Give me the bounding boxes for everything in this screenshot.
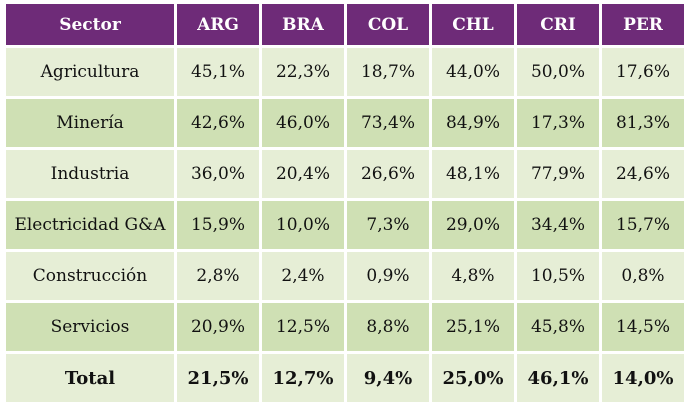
row-sector-label: Industria [6,150,174,198]
table-cell: 8,8% [347,303,429,351]
table-cell: 24,6% [602,150,684,198]
row-sector-label: Agricultura [6,48,174,96]
table-cell-total: 21,5% [177,354,259,402]
table-cell: 46,0% [262,99,344,147]
table-cell: 34,4% [517,201,599,249]
table-cell: 81,3% [602,99,684,147]
table-cell: 50,0% [517,48,599,96]
table-cell: 25,1% [432,303,514,351]
table-cell: 7,3% [347,201,429,249]
table-cell: 15,9% [177,201,259,249]
table-row-construccion: Construcción 2,8% 2,4% 0,9% 4,8% 10,5% 0… [6,252,684,300]
table-cell: 15,7% [602,201,684,249]
row-sector-label: Electricidad G&A [6,201,174,249]
table-cell-total: 9,4% [347,354,429,402]
header-arg: ARG [177,4,259,45]
table-cell: 10,0% [262,201,344,249]
table-cell-total: 14,0% [602,354,684,402]
table-cell: 4,8% [432,252,514,300]
table-row-electricidad: Electricidad G&A 15,9% 10,0% 7,3% 29,0% … [6,201,684,249]
header-sector: Sector [6,4,174,45]
table-cell: 20,4% [262,150,344,198]
row-sector-label: Construcción [6,252,174,300]
table-cell: 14,5% [602,303,684,351]
table-cell: 84,9% [432,99,514,147]
table-row-servicios: Servicios 20,9% 12,5% 8,8% 25,1% 45,8% 1… [6,303,684,351]
row-total-label: Total [6,354,174,402]
table-cell: 73,4% [347,99,429,147]
table-cell-total: 46,1% [517,354,599,402]
table-cell: 0,8% [602,252,684,300]
table-cell: 17,6% [602,48,684,96]
table-cell: 45,1% [177,48,259,96]
table-cell: 2,8% [177,252,259,300]
header-per: PER [602,4,684,45]
table-row-mineria: Minería 42,6% 46,0% 73,4% 84,9% 17,3% 81… [6,99,684,147]
header-bra: BRA [262,4,344,45]
table-cell: 36,0% [177,150,259,198]
table-cell-total: 25,0% [432,354,514,402]
table-cell: 18,7% [347,48,429,96]
table-row-industria: Industria 36,0% 20,4% 26,6% 48,1% 77,9% … [6,150,684,198]
header-cri: CRI [517,4,599,45]
table-cell: 48,1% [432,150,514,198]
header-row: Sector ARG BRA COL CHL CRI PER [6,4,684,45]
header-col: COL [347,4,429,45]
sector-country-table: Sector ARG BRA COL CHL CRI PER Agricultu… [3,1,687,405]
table-cell: 22,3% [262,48,344,96]
table-cell: 77,9% [517,150,599,198]
table-row-total: Total 21,5% 12,7% 9,4% 25,0% 46,1% 14,0% [6,354,684,402]
table-cell: 45,8% [517,303,599,351]
row-sector-label: Servicios [6,303,174,351]
table-cell: 44,0% [432,48,514,96]
table-cell: 17,3% [517,99,599,147]
table-cell: 26,6% [347,150,429,198]
table-cell-total: 12,7% [262,354,344,402]
table-cell: 12,5% [262,303,344,351]
header-chl: CHL [432,4,514,45]
table-cell: 42,6% [177,99,259,147]
table-cell: 2,4% [262,252,344,300]
table-cell: 29,0% [432,201,514,249]
table-cell: 0,9% [347,252,429,300]
row-sector-label: Minería [6,99,174,147]
table-cell: 10,5% [517,252,599,300]
table-cell: 20,9% [177,303,259,351]
table-row-agricultura: Agricultura 45,1% 22,3% 18,7% 44,0% 50,0… [6,48,684,96]
